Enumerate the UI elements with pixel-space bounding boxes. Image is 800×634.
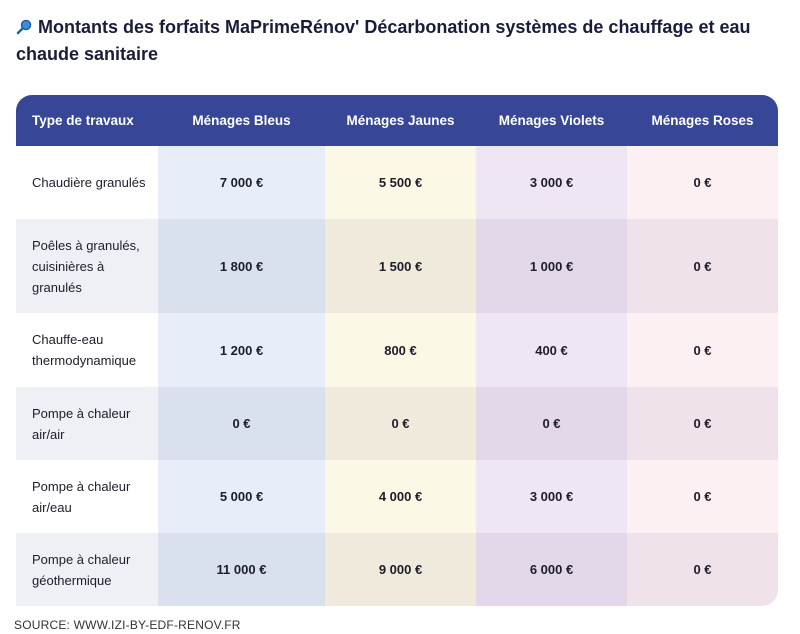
table-row: Poêles à granulés, cuisinières à granulé…: [16, 219, 778, 313]
search-icon: [16, 19, 32, 35]
column-header: Ménages Roses: [627, 95, 778, 146]
amount: 0 €: [627, 219, 778, 313]
amount: 5 000 €: [158, 460, 325, 533]
table-row: Chauffe-eau thermodynamique 1 200 €800 €4…: [16, 313, 778, 387]
amount: 0 €: [476, 387, 627, 460]
amount: 0 €: [627, 146, 778, 219]
amount: 1 500 €: [325, 219, 476, 313]
amount: 0 €: [627, 387, 778, 460]
table-row: Chaudière granulés 7 000 €5 500 €3 000 €0…: [16, 146, 778, 219]
work-type: Pompe à chaleur air/air: [16, 387, 158, 460]
column-header: Ménages Violets: [476, 95, 627, 146]
header-row: Type de travaux Ménages Bleus Ménages Jaun…: [16, 95, 778, 146]
column-header: Ménages Jaunes: [325, 95, 476, 146]
title-block: Montants des forfaits MaPrimeRénov' Déca…: [16, 14, 776, 68]
column-header: Type de travaux: [16, 95, 158, 146]
amount: 1 800 €: [158, 219, 325, 313]
column-header: Ménages Bleus: [158, 95, 325, 146]
amount: 0 €: [627, 533, 778, 606]
amount: 0 €: [158, 387, 325, 460]
table: Type de travaux Ménages Bleus Ménages Jaun…: [16, 95, 778, 606]
amount: 5 500 €: [325, 146, 476, 219]
table-row: Pompe à chaleur air/air 0 €0 €0 €0 €: [16, 387, 778, 460]
amount: 1 000 €: [476, 219, 627, 313]
table-body: Chaudière granulés 7 000 €5 500 €3 000 €0…: [16, 146, 778, 606]
work-type: Chauffe-eau thermodynamique: [16, 313, 158, 387]
amount: 800 €: [325, 313, 476, 387]
amount: 3 000 €: [476, 146, 627, 219]
amount: 1 200 €: [158, 313, 325, 387]
amount: 0 €: [325, 387, 476, 460]
title: Montants des forfaits MaPrimeRénov' Déca…: [16, 17, 751, 64]
table-row: Pompe à chaleur air/eau 5 000 €4 000 €3 0…: [16, 460, 778, 533]
amount: 9 000 €: [325, 533, 476, 606]
amount: 7 000 €: [158, 146, 325, 219]
work-type: Pompe à chaleur géothermique: [16, 533, 158, 606]
amount: 3 000 €: [476, 460, 627, 533]
amount: 11 000 €: [158, 533, 325, 606]
amount: 6 000 €: [476, 533, 627, 606]
work-type: Chaudière granulés: [16, 146, 158, 219]
amount: 4 000 €: [325, 460, 476, 533]
work-type: Pompe à chaleur air/eau: [16, 460, 158, 533]
source: SOURCE: WWW.IZI-BY-EDF-RENOV.FR: [14, 618, 241, 632]
amount: 400 €: [476, 313, 627, 387]
table-row: Pompe à chaleur géothermique 11 000 €9 00…: [16, 533, 778, 606]
amount: 0 €: [627, 313, 778, 387]
work-type: Poêles à granulés, cuisinières à granulé…: [16, 219, 158, 313]
amount: 0 €: [627, 460, 778, 533]
